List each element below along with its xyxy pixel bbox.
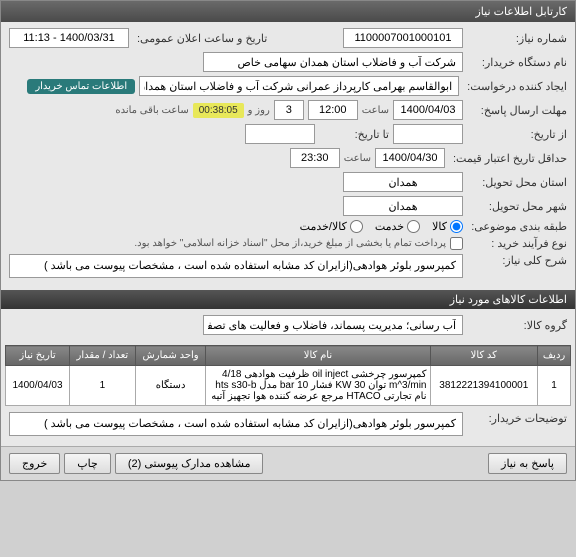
validity-hour[interactable] [290,148,340,168]
cat-goods-service[interactable]: کالا/خدمت [300,220,363,233]
need-no-label: شماره نیاز: [467,32,567,45]
deadline-ext[interactable] [274,100,304,120]
need-no-input[interactable] [343,28,463,48]
creator-label: ایجاد کننده درخواست: [463,80,567,93]
th-row: ردیف [538,346,571,366]
from-date[interactable] [393,124,463,144]
window-title: کارتابل اطلاعات نیاز [475,6,567,18]
delivery-city[interactable] [343,196,463,216]
cat-service-radio[interactable] [407,220,420,233]
to-date[interactable] [245,124,315,144]
cat-goods[interactable]: کالا [432,220,463,233]
th-qty: تعداد / مقدار [69,346,135,366]
reply-button[interactable]: پاسخ به نیاز [488,453,567,474]
deadline-label: مهلت ارسال پاسخ: [467,104,567,117]
from-label: از تاریخ: [467,128,567,141]
table-header-row: ردیف کد کالا نام کالا واحد شمارش تعداد /… [6,346,571,366]
cell-qty: 1 [69,366,135,406]
attachments-button[interactable]: مشاهده مدارک پیوستی (2) [115,453,264,474]
titlebar: کارتابل اطلاعات نیاز [1,1,575,22]
cat-goods-service-radio[interactable] [350,220,363,233]
buyer-label: نام دستگاه خریدار: [467,56,567,69]
th-unit: واحد شمارش [135,346,206,366]
items-table: ردیف کد کالا نام کالا واحد شمارش تعداد /… [5,345,571,406]
cell-name: کمپرسور چرخشی oil inject ظرفیت هوادهی 4/… [206,366,430,406]
cell-code: 3812221394100001 [430,366,538,406]
table-row[interactable]: 1 3812221394100001 کمپرسور چرخشی oil inj… [6,366,571,406]
exit-button[interactable]: خروج [9,453,60,474]
items-table-wrap: ردیف کد کالا نام کالا واحد شمارش تعداد /… [1,345,575,406]
category-radios: کالا خدمت کالا/خدمت [300,220,463,233]
delivery-prov[interactable] [343,172,463,192]
th-code: کد کالا [430,346,538,366]
process-check-row: پرداخت تمام یا بخشی از مبلغ خرید،از محل … [134,237,463,250]
deadline-ext-label: روز و [248,105,270,116]
items-section-bar: اطلاعات کالاهای مورد نیاز [1,290,575,309]
remaining-time: 00:38:05 [193,103,244,118]
th-name: نام کالا [206,346,430,366]
process-checkbox[interactable] [450,237,463,250]
group-label: گروه کالا: [467,319,567,332]
desc-box: کمپرسور بلوئر هوادهی(ازایران کد مشابه اس… [9,254,463,278]
deadline-hour[interactable] [308,100,358,120]
category-label: طبقه بندی موضوعی: [467,220,567,233]
main-window: کارتابل اطلاعات نیاز شماره نیاز: تاریخ و… [0,0,576,481]
cell-unit: دستگاه [135,366,206,406]
cat-service[interactable]: خدمت [375,220,420,233]
to-label: تا تاریخ: [319,128,389,141]
print-button[interactable]: چاپ [64,453,111,474]
deadline-hour-label: ساعت [362,105,389,116]
buyer-input[interactable] [203,52,463,72]
remaining-label: ساعت باقی مانده [115,105,188,116]
cat-goods-radio[interactable] [450,220,463,233]
announce-label: تاریخ و ساعت اعلان عمومی: [133,32,267,45]
form-area: شماره نیاز: تاریخ و ساعت اعلان عمومی: نا… [1,22,575,288]
cell-date: 1400/04/03 [6,366,70,406]
buyer-notes-box: کمپرسور بلوئر هوادهی(ازایران کد مشابه اس… [9,412,463,436]
deadline-date[interactable] [393,100,463,120]
process-note: پرداخت تمام یا بخشی از مبلغ خرید،از محل … [134,238,446,249]
validity-date[interactable] [375,148,445,168]
desc-label: شرح کلی نیاز: [467,254,567,267]
creator-input[interactable] [139,76,459,96]
footer-buttons: خروج چاپ مشاهده مدارک پیوستی (2) پاسخ به… [1,446,575,480]
process-label: نوع فرآیند خرید : [467,237,567,250]
th-date: تاریخ نیاز [6,346,70,366]
delivery-prov-label: استان محل تحویل: [467,176,567,189]
contact-badge[interactable]: اطلاعات تماس خریدار [27,79,135,94]
group-input[interactable] [203,315,463,335]
announce-input[interactable] [9,28,129,48]
cell-idx: 1 [538,366,571,406]
validity-hour-label: ساعت [344,153,371,164]
validity-label: حداقل تاریخ اعتبار قیمت: [449,152,567,165]
buyer-notes-label: توضیحات خریدار: [467,412,567,425]
delivery-city-label: شهر محل تحویل: [467,200,567,213]
